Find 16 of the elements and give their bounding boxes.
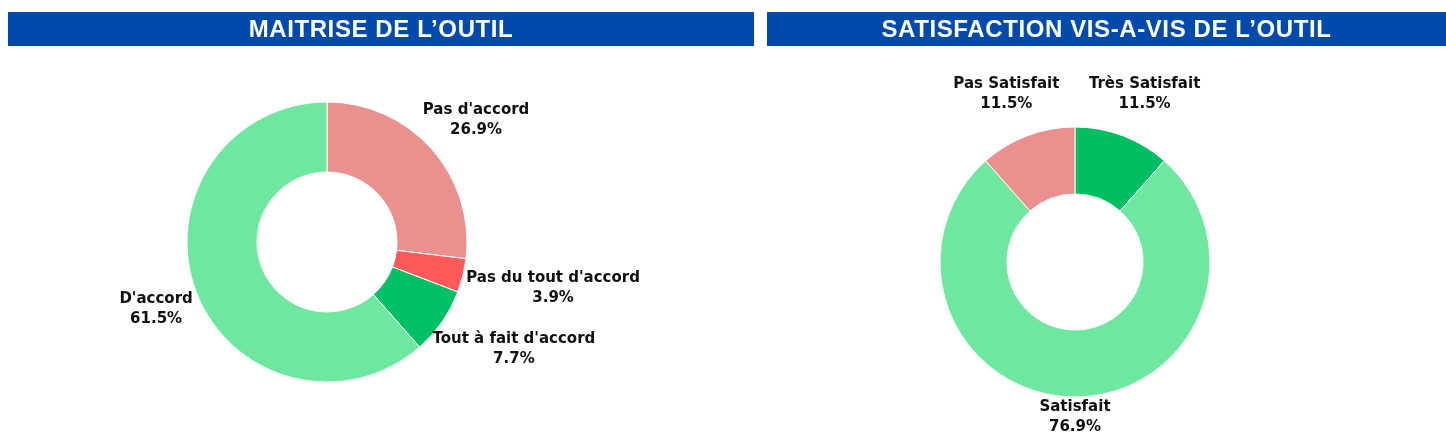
slice-label: Très Satisfait (1088, 73, 1201, 92)
slice-label: Tout à fait d'accord (432, 328, 596, 347)
slice-label: D'accord (119, 288, 193, 307)
data-label: 11.5% (980, 93, 1033, 112)
data-label: 11.5% (1118, 93, 1171, 112)
slice-label: Pas d'accord (422, 99, 530, 118)
data-label: 3.9% (532, 287, 574, 306)
chart-title: SATISFACTION VIS-A-VIS DE L’OUTIL (881, 15, 1332, 42)
data-label: 26.9% (450, 119, 503, 138)
slice-label: Pas du tout d'accord (466, 267, 640, 286)
data-label: 61.5% (130, 308, 183, 327)
chart-title: MAITRISE DE L’OUTIL (248, 15, 514, 42)
data-label: 76.9% (1048, 417, 1102, 435)
slice-label: Pas Satisfait (953, 73, 1060, 92)
data-label: 7.7% (493, 348, 535, 367)
slice-label: Satisfait (1039, 397, 1111, 415)
